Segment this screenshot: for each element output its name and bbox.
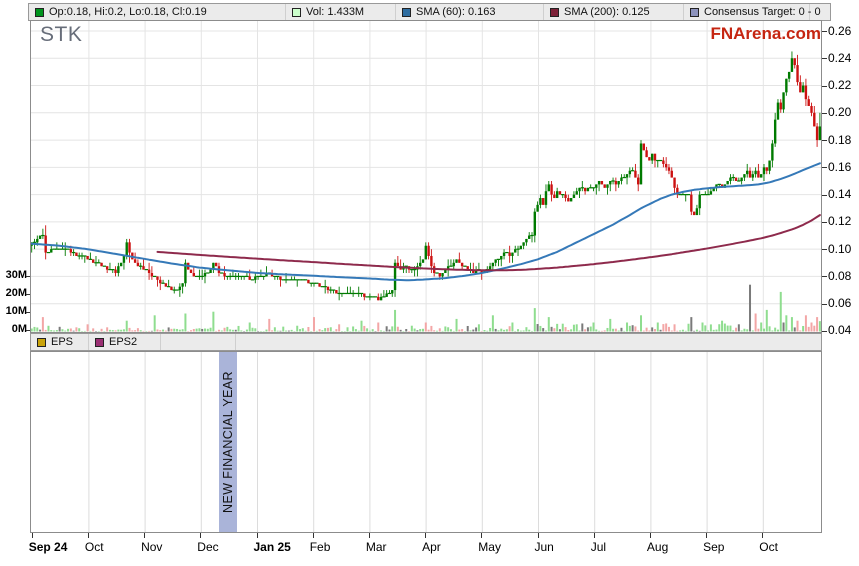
sma200-swatch-icon xyxy=(550,7,559,17)
price-axis-label: 0.22 xyxy=(828,78,852,93)
new-financial-year-label: NEW FINANCIAL YEAR xyxy=(221,371,236,513)
legend-empty-cell xyxy=(236,334,821,350)
month-axis-tick xyxy=(425,533,427,538)
legend-empty-cell xyxy=(161,334,236,350)
legend-empty-cell xyxy=(810,4,859,20)
price-axis-tick xyxy=(822,58,827,60)
ohlc-swatch-icon xyxy=(35,7,44,17)
legend-item-sma200-label: SMA (200): 0.125 xyxy=(564,6,650,18)
eps2-swatch-icon xyxy=(95,337,104,347)
new-financial-year-band: NEW FINANCIAL YEAR xyxy=(219,352,237,532)
month-axis-tick xyxy=(144,533,146,538)
month-label: Oct xyxy=(759,540,778,554)
month-axis-tick xyxy=(200,533,202,538)
legend-item-eps: EPS xyxy=(31,334,89,350)
month-axis-tick xyxy=(256,533,258,538)
legend-item-volume-label: Vol: 1.433M xyxy=(306,6,365,18)
month-label: Jan 25 xyxy=(253,540,291,554)
eps-chart-canvas xyxy=(88,352,764,532)
volume-axis-label: 30M xyxy=(5,268,27,281)
eps-swatch-icon xyxy=(37,337,46,347)
legend-item-consensus-target: Consensus Target: 0 - 0 xyxy=(684,4,821,20)
legend-item-consensus-target-label: Consensus Target: 0 - 0 xyxy=(704,6,821,18)
eps-legend-bar: EPS EPS2 xyxy=(30,333,822,351)
volume-bars xyxy=(30,284,821,332)
legend-item-ohlc: Op:0.18, Hi:0.2, Lo:0.18, Cl:0.19 xyxy=(29,4,286,20)
month-axis-tick xyxy=(368,533,370,538)
legend-item-sma200: SMA (200): 0.125 xyxy=(544,4,684,20)
month-axis-tick xyxy=(649,533,651,538)
eps-chart-frame xyxy=(30,351,822,533)
consensus-target-swatch-icon xyxy=(690,7,699,17)
legend-item-ohlc-label: Op:0.18, Hi:0.2, Lo:0.18, Cl:0.19 xyxy=(49,6,207,18)
price-axis-tick xyxy=(822,167,827,169)
sma60-swatch-icon xyxy=(402,7,411,17)
price-axis-tick xyxy=(822,249,827,251)
price-axis-tick xyxy=(822,276,827,278)
price-axis-label: 0.24 xyxy=(828,50,852,65)
price-axis-tick xyxy=(822,194,827,196)
month-label: Apr xyxy=(422,540,441,554)
price-axis-label: 0.06 xyxy=(828,296,852,311)
price-axis-label: 0.04 xyxy=(828,323,852,338)
price-axis-label: 0.08 xyxy=(828,268,852,283)
month-label: Jul xyxy=(590,540,607,554)
price-axis-label: 0.16 xyxy=(828,159,852,174)
fnarena-watermark: FNArena.com xyxy=(710,24,821,43)
month-axis-tick xyxy=(481,533,483,538)
volume-swatch-icon xyxy=(292,7,301,17)
price-axis-label: 0.14 xyxy=(828,187,852,202)
volume-axis-label: 0M xyxy=(11,322,27,335)
price-legend-bar: Op:0.18, Hi:0.2, Lo:0.18, Cl:0.19 Vol: 1.… xyxy=(28,3,831,21)
price-axis-label: 0.20 xyxy=(828,105,852,120)
price-axis-label: 0.26 xyxy=(828,23,852,38)
month-axis-tick xyxy=(31,533,33,538)
legend-item-eps2-label: EPS2 xyxy=(109,336,138,348)
month-label: May xyxy=(478,540,501,554)
volume-axis-tick xyxy=(26,311,30,313)
month-label: Dec xyxy=(197,540,219,554)
price-grid xyxy=(31,21,821,331)
legend-item-eps-label: EPS xyxy=(51,336,74,348)
price-chart-frame xyxy=(30,20,822,333)
price-axis-label: 0.12 xyxy=(828,214,852,229)
volume-axis-tick xyxy=(26,293,30,295)
price-axis-tick xyxy=(822,31,827,32)
price-axis-tick xyxy=(822,303,827,305)
month-axis-tick xyxy=(593,533,595,538)
price-axis-tick xyxy=(822,140,827,142)
volume-axis-label: 10M xyxy=(5,304,27,317)
month-axis-tick xyxy=(706,533,708,538)
price-axis-tick xyxy=(822,85,827,87)
month-label: Jun xyxy=(534,540,554,554)
month-axis-tick xyxy=(537,533,539,538)
month-label: Feb xyxy=(309,540,331,554)
month-axis-tick xyxy=(87,533,89,538)
price-axis-label: 0.18 xyxy=(828,132,852,147)
price-axis-label: 0.10 xyxy=(828,241,852,256)
sma-60--line xyxy=(30,162,821,282)
price-chart-canvas xyxy=(30,21,822,332)
volume-axis-tick xyxy=(26,275,30,277)
legend-item-sma60-label: SMA (60): 0.163 xyxy=(416,6,496,18)
volume-axis-label: 20M xyxy=(5,286,27,299)
price-axis-tick xyxy=(822,112,827,114)
month-label: Mar xyxy=(365,540,387,554)
month-axis-tick xyxy=(762,533,764,538)
legend-item-sma60: SMA (60): 0.163 xyxy=(396,4,544,20)
month-axis-tick xyxy=(312,533,314,538)
month-label: Sep xyxy=(703,540,725,554)
month-label: Oct xyxy=(84,540,104,554)
month-label: Sep 24 xyxy=(28,540,68,554)
ticker-symbol: STK xyxy=(40,23,83,46)
month-label: Nov xyxy=(141,540,163,554)
volume-axis-tick xyxy=(26,329,30,331)
legend-item-eps2: EPS2 xyxy=(89,334,161,350)
price-axis-tick xyxy=(822,221,827,223)
price-axis-tick xyxy=(822,330,827,332)
month-label: Aug xyxy=(646,540,669,554)
legend-item-volume: Vol: 1.433M xyxy=(286,4,396,20)
sma-200--line xyxy=(156,214,821,272)
